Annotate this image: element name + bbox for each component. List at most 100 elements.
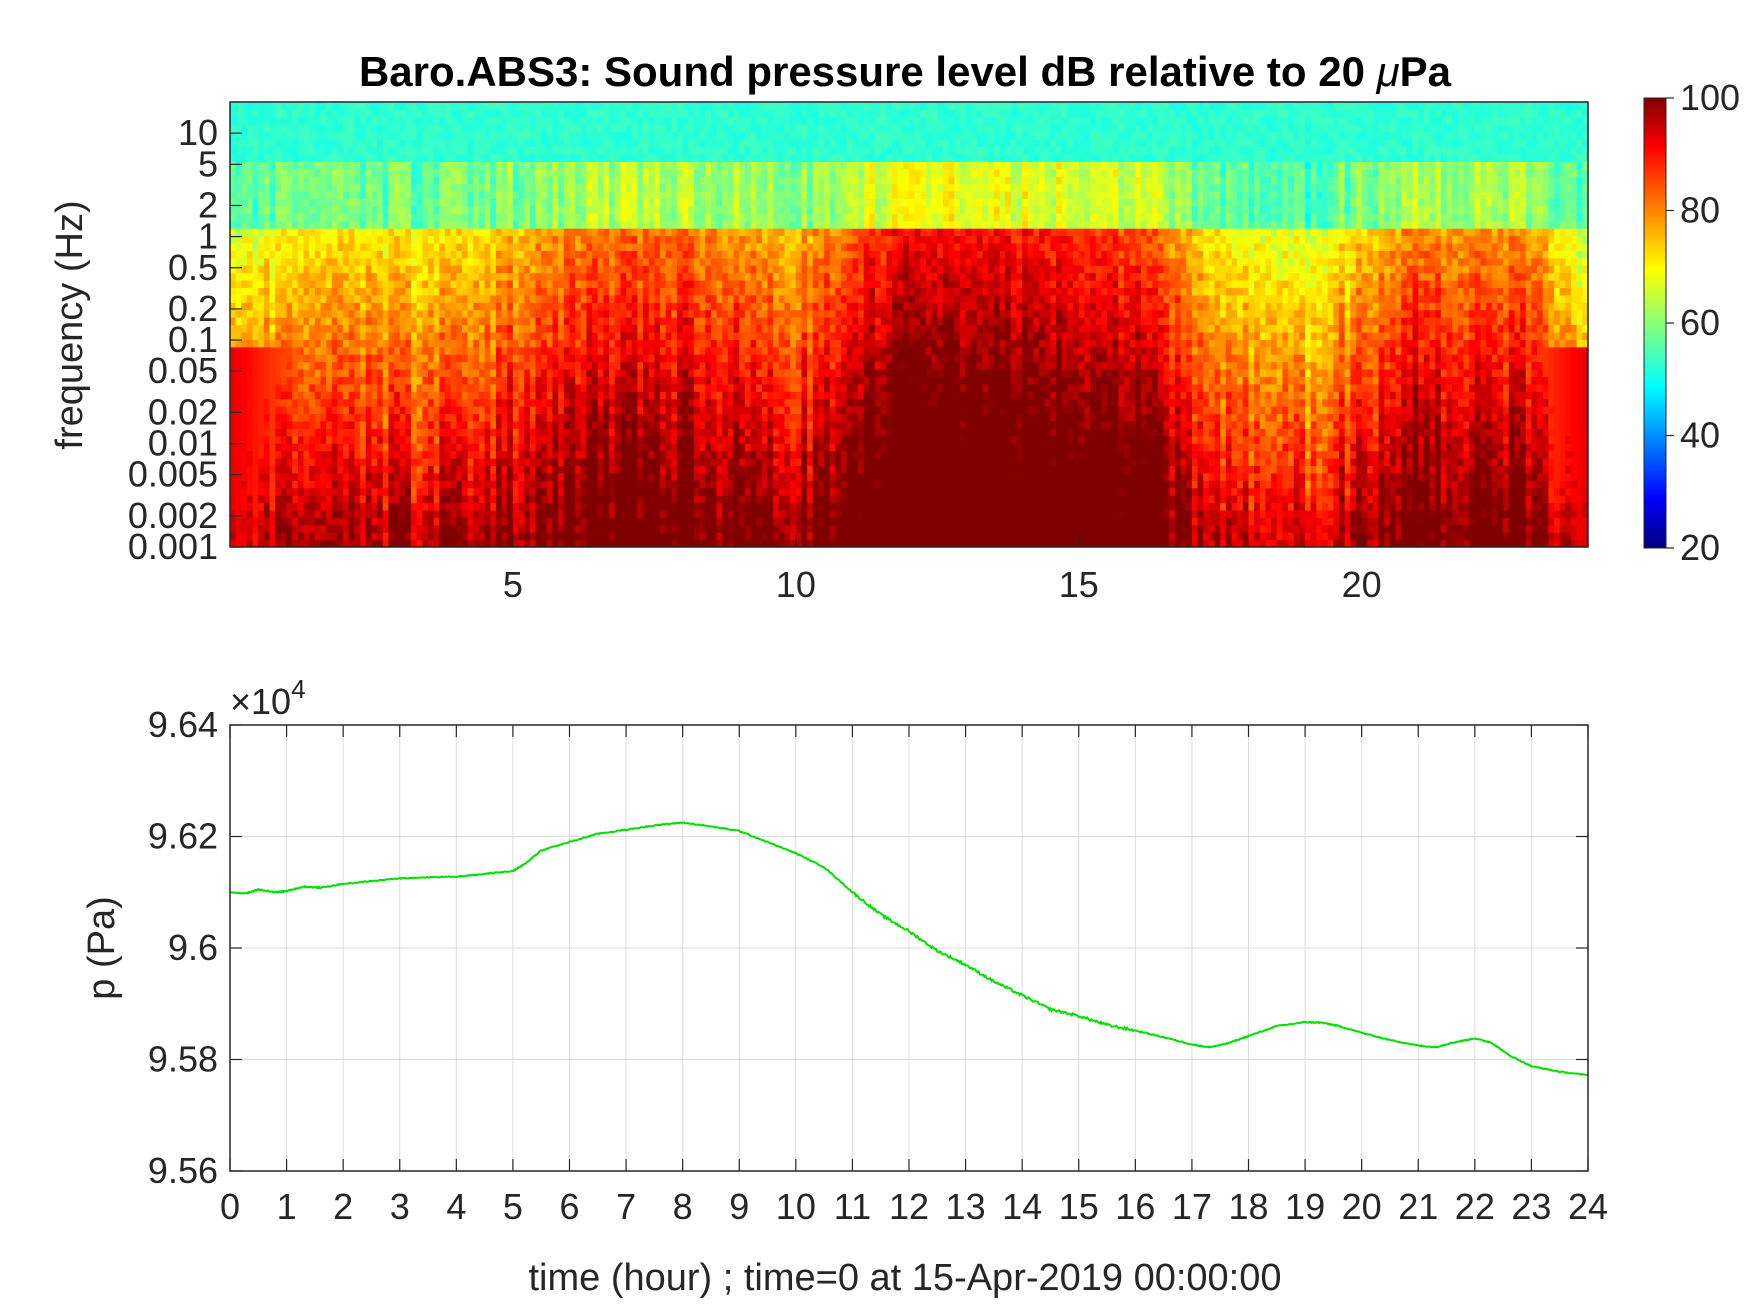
spectrogram-cell <box>411 116 418 125</box>
spectrogram-cell <box>648 161 655 170</box>
spectrogram-cell <box>535 139 542 148</box>
spectrogram-cell <box>348 331 356 340</box>
spectrogram-cell <box>586 509 593 518</box>
spectrogram-cell <box>688 354 695 363</box>
spectrogram-cell <box>643 524 650 533</box>
spectrogram-cell <box>626 450 633 459</box>
spectrogram-cell <box>433 361 440 370</box>
spectrogram-cell <box>693 257 701 266</box>
spectrogram-cell <box>337 524 344 533</box>
spectrogram-cell <box>507 495 514 504</box>
spectrogram-cell <box>524 176 531 185</box>
spectrogram-cell <box>405 406 412 415</box>
spectrogram-cell <box>558 205 565 214</box>
spectrogram-cell <box>439 228 446 237</box>
spectrogram-cell <box>297 517 305 526</box>
spectrogram-cell <box>297 302 305 311</box>
spectrogram-cell <box>263 131 271 140</box>
spectrogram-cell <box>648 383 655 392</box>
spectrogram-cell <box>592 443 599 452</box>
spectrogram-cell <box>309 346 316 355</box>
spectrogram-cell <box>343 420 350 429</box>
spectrogram-cell <box>286 420 293 429</box>
spectrogram-cell <box>377 383 384 392</box>
spectrogram-cell <box>314 265 322 274</box>
spectrogram-cell <box>280 524 288 533</box>
spectrogram-cell <box>609 413 616 422</box>
spectrogram-cell <box>586 539 593 547</box>
spectrogram-cell <box>693 383 701 392</box>
spectrogram-cell <box>609 487 616 496</box>
spectrogram-cell <box>490 242 497 251</box>
spectrogram-cell <box>314 131 322 140</box>
spectrogram-cell <box>654 139 661 148</box>
spectrogram-cell <box>286 124 293 133</box>
spectrogram-cell <box>405 146 412 155</box>
spectrogram-cell <box>558 458 565 467</box>
spectrogram-cell <box>626 139 633 148</box>
spectrogram-cell <box>614 287 622 296</box>
spectrogram-cell <box>529 487 537 496</box>
spectrogram-cell <box>620 272 627 281</box>
spectrogram-cell <box>388 517 395 526</box>
spectrogram-cell <box>643 435 650 444</box>
spectrogram-cell <box>445 532 452 541</box>
spectrogram-cell <box>586 376 593 385</box>
spectrogram-cell <box>371 109 378 118</box>
spectrogram-cell <box>518 280 525 289</box>
spectrogram-cell <box>320 480 327 489</box>
spectrogram-cell <box>456 376 463 385</box>
spectrogram-cell <box>297 280 305 289</box>
spectrogram-cell <box>258 176 265 185</box>
spectrogram-cell <box>541 280 548 289</box>
spectrogram-cell <box>507 265 514 274</box>
spectrogram-cell <box>614 102 622 111</box>
spectrogram-cell <box>388 465 395 474</box>
spectrogram-cell <box>433 524 440 533</box>
spectrogram-cell <box>693 413 701 422</box>
spectrogram-cell <box>631 235 638 244</box>
spectrogram-cell <box>467 176 474 185</box>
spectrogram-cell <box>263 146 271 155</box>
spectrogram-cell <box>597 168 605 177</box>
spectrogram-cell <box>269 176 276 185</box>
spectrogram-cell <box>252 198 259 207</box>
spectrogram-cell <box>269 280 276 289</box>
spectrogram-cell <box>541 524 548 533</box>
spectrogram-cell <box>269 398 276 407</box>
spectrogram-cell <box>411 153 418 162</box>
spectrogram-cell <box>411 331 418 340</box>
spectrogram-cell <box>252 257 259 266</box>
spectrogram-cell <box>422 220 429 229</box>
spectrogram-cell <box>246 220 254 229</box>
spectrogram-cell <box>512 109 520 118</box>
spectrogram-cell <box>450 287 457 296</box>
spectrogram-cell <box>269 413 276 422</box>
spectrogram-cell <box>512 472 520 481</box>
spectrogram-cell <box>354 450 361 459</box>
spectrogram-cell <box>524 376 531 385</box>
spectrogram-cell <box>563 116 571 125</box>
spectrogram-cell <box>269 168 276 177</box>
spectrogram-cell <box>416 168 423 177</box>
spectrogram-cell <box>535 487 542 496</box>
spectrogram-cell <box>693 465 701 474</box>
spectrogram-cell <box>360 406 367 415</box>
spectrogram-cell <box>337 331 344 340</box>
spectrogram-cell <box>569 272 576 281</box>
spectrogram-cell <box>592 257 599 266</box>
spectrogram-cell <box>371 294 378 303</box>
spectrogram-cell <box>230 205 237 214</box>
spectrogram-cell <box>688 287 695 296</box>
spectrogram-cell <box>246 517 254 526</box>
spectrogram-cell <box>354 539 361 547</box>
spectrogram-cell <box>501 242 508 251</box>
spectrogram-cell <box>529 517 537 526</box>
spectrogram-cell <box>467 235 474 244</box>
spectrogram-cell <box>682 168 689 177</box>
spectrogram-cell <box>377 220 384 229</box>
spectrogram-cell <box>643 294 650 303</box>
spectrogram-cell <box>609 124 616 133</box>
spectrogram-cell <box>648 205 655 214</box>
spectrogram-cell <box>399 257 407 266</box>
